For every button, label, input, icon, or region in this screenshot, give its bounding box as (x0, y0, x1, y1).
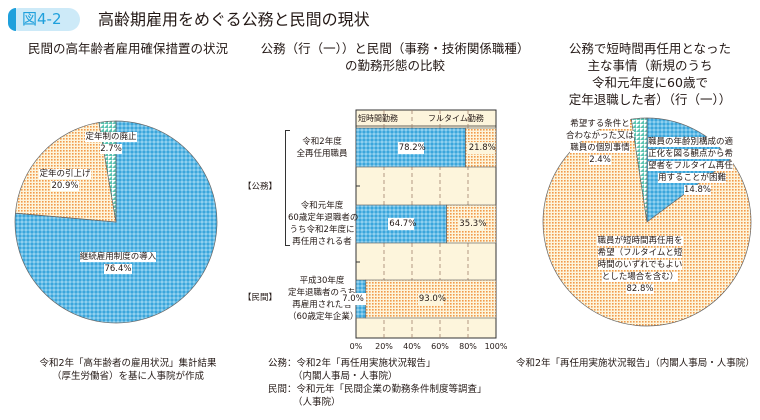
bar-value-label: 35.3% (458, 218, 487, 230)
left-pie-label-green: 定年制の廃止 2.7% (85, 132, 137, 154)
legend-full-time: フルタイム勤務 (428, 114, 484, 123)
right-pie-label-green: 希望する条件と 合わなかった又は 職員の個別事情 2.4% (565, 119, 634, 165)
bar-source: 公務：令和2年「再任用実施状況報告」 （内閣人事局・人事院） 民間：令和元年「民… (268, 358, 487, 408)
right-pie-slice-green (630, 117, 648, 223)
x-tick-label: 20% (375, 342, 393, 351)
bar-value-label: 7.0% (340, 293, 366, 305)
figure-title: 高齢期雇用をめぐる公務と民間の現状 (98, 10, 370, 29)
right-title-line: 主な事情（新規のうち (587, 58, 713, 73)
right-title-line: 定年退職した者）（行（一）） (568, 92, 732, 107)
left-pie-label-orange: 定年の引上げ 20.9% (39, 169, 91, 191)
bar-chart-title: 公務（行（一））と民間（事務・技術関係職種） の勤務形態の比較 (255, 40, 535, 74)
category-label: 令和2年度 全再任用職員 (296, 137, 348, 159)
category-label: 平成30年度 定年退職者のうち 再雇用された者 （60歳定年企業） (288, 276, 359, 322)
bar-value-label: 21.8% (467, 141, 496, 154)
legend-short-time: 短時間勤務 (358, 114, 398, 123)
left-pie-title: 民間の高年齢者雇用確保措置の状況 (27, 41, 228, 56)
left-source: 令和2年「高年齢者の雇用状況」集計結果 （厚生労働省）を基に人事院が作成 (39, 358, 217, 382)
x-tick-label: 100% (484, 342, 508, 351)
bar-value-label: 64.7% (388, 218, 417, 230)
x-tick-label: 60% (431, 342, 449, 351)
bar-value-label: 78.2% (397, 141, 426, 154)
right-pie-label-orange: 職員が短時間再任用を 希望（フルタイムと短 時間のいずれでもよい とした場合を含む） 8… (597, 236, 683, 294)
public-bracket (285, 130, 290, 246)
right-source: 令和2年「再任用実施状況報告」（内閣人事局・人事院） (516, 358, 755, 369)
x-tick-label: 0% (349, 342, 363, 351)
right-title-line: 公務で短時間再任用となった (568, 41, 732, 56)
right-pie-label-blue: 職員の年齢別構成の適 正化を図る観点から希 望者をフルタイム再任 用することが困難 14… (648, 137, 734, 195)
right-pie-title: 公務で短時間再任用となった 主な事情（新規のうち 令和元年度に60歳で 定年退職… (540, 40, 760, 108)
bar-title-line: 公務（行（一））と民間（事務・技術関係職種） (260, 41, 530, 56)
right-pie-slice-orange (542, 118, 752, 327)
figure-number-badge: 図4-2 (8, 8, 80, 31)
group-label-private: 【民間】 (242, 293, 277, 303)
x-tick-label: 80% (459, 342, 477, 351)
right-title-line: 令和元年度に60歳で (592, 75, 708, 90)
x-tick-label: 40% (403, 342, 421, 351)
bar-value-label: 93.0% (417, 293, 446, 305)
category-label: 令和元年度 60歳定年退職者の うち令和2年度に 再任用される者 (288, 201, 359, 247)
group-label-public: 【公務】 (242, 182, 277, 192)
left-pie-label-blue: 継続雇用制度の導入 76.4% (79, 252, 157, 274)
bar-title-line: の勤務形態の比較 (344, 58, 445, 73)
